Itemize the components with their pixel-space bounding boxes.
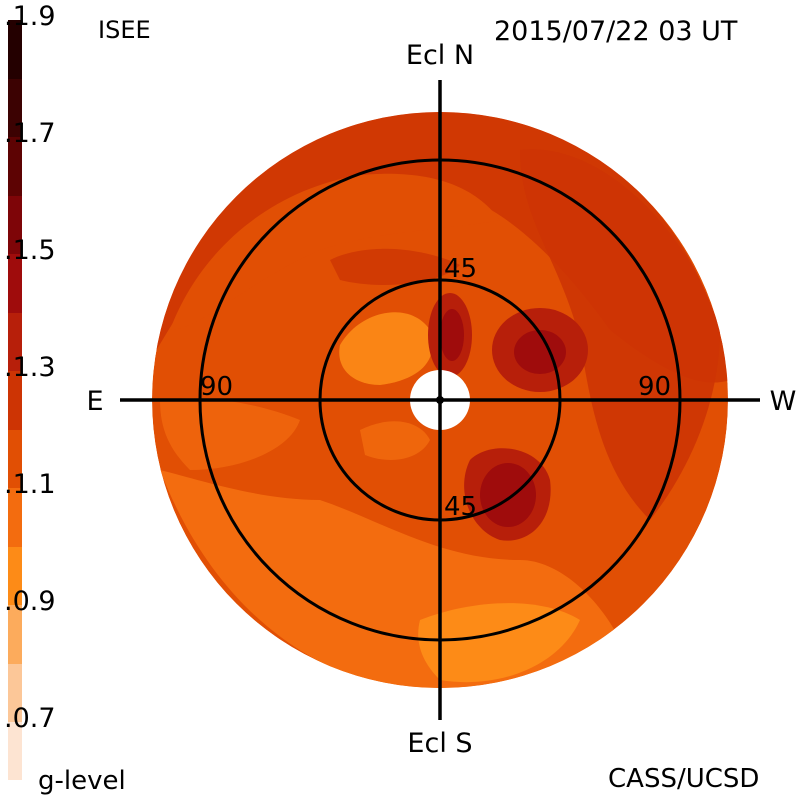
outer-ring-label-left: 90 (200, 372, 233, 402)
colorbar-segment (8, 663, 22, 723)
inner-ring-label-top: 45 (444, 254, 477, 284)
inner-ring-label-bottom: 45 (444, 492, 477, 522)
colorbar-segment (8, 721, 22, 781)
colorbar-title: g-level (38, 766, 126, 796)
credit-label: CASS/UCSD (608, 764, 760, 794)
direction-east: E (86, 386, 103, 417)
colorbar-segment (8, 136, 22, 196)
direction-west: W (770, 386, 797, 417)
west-peak-inner (514, 330, 566, 374)
colorbar-segment (8, 20, 22, 79)
colorbar-tick-label: .1.3 (4, 351, 56, 383)
colorbar-tick-label: .1.9 (4, 1, 56, 32)
colorbar-tick-label: .0.9 (4, 585, 56, 617)
south-lowest-region (418, 603, 580, 683)
colorbar-segment (8, 312, 22, 372)
west-high-region (520, 149, 720, 521)
colorbar-tick-label: .1.7 (4, 117, 56, 149)
outer-ring-label-right: 90 (638, 372, 671, 402)
source-label: ISEE (98, 16, 151, 44)
direction-south: Ecl S (407, 728, 472, 759)
north-peak-inner (440, 309, 464, 361)
east-background-region (170, 173, 500, 330)
colorbar-segment (8, 546, 22, 606)
north-high-blob (330, 248, 460, 285)
colorbar (8, 20, 22, 781)
colorbar-segment (8, 604, 22, 664)
direction-north: Ecl N (406, 40, 474, 71)
colorbar-tick-label: .1.1 (4, 468, 56, 500)
colorbar-segment (8, 195, 22, 255)
colorbar-segment (8, 429, 22, 489)
colorbar-tick-label: .1.5 (4, 234, 56, 266)
south-peak-inner (480, 463, 536, 527)
colorbar-segment (8, 370, 22, 430)
timestamp-label: 2015/07/22 03 UT (494, 16, 738, 47)
colorbar-segment (8, 487, 22, 547)
inner-low-region (339, 312, 433, 385)
colorbar-segment (8, 253, 22, 313)
colorbar-tick-label: .0.7 (4, 702, 56, 734)
inner-low-region-south (360, 421, 430, 460)
east-low-region (160, 398, 300, 470)
colorbar-segment (8, 78, 22, 138)
